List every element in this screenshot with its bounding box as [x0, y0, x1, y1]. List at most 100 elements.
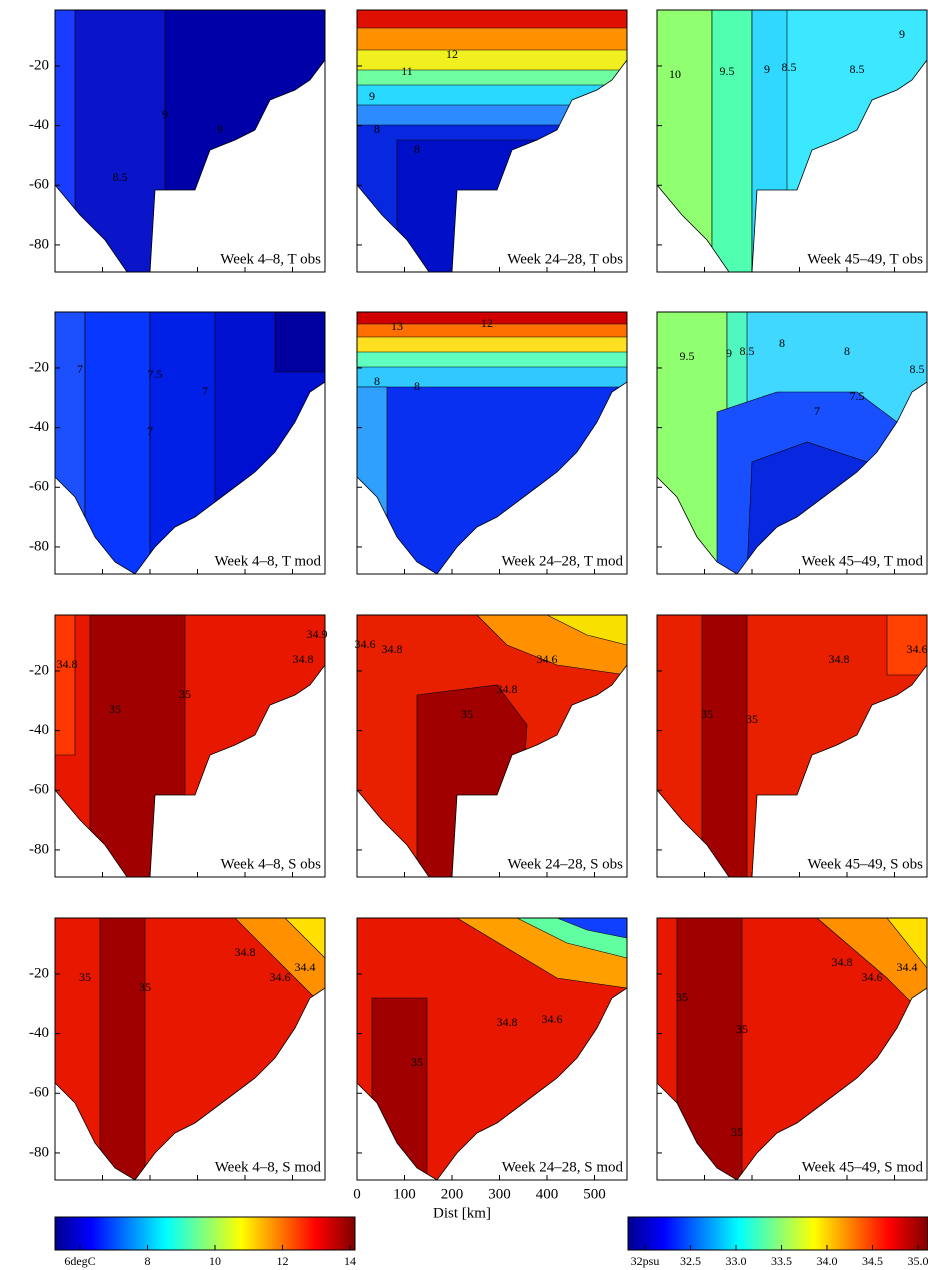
x-tick-label: 0: [353, 1186, 361, 1202]
panel-frame: [656, 9, 928, 273]
field-region: [701, 614, 748, 878]
panel-label: Week 45–49, S mod: [802, 1159, 924, 1175]
panel: 34.8 35 35 34.8 34.9 Week 4–8, S obs -20 -40 -60…: [29, 614, 328, 878]
contour-label: 8.5: [910, 362, 925, 376]
contour-label: 35: [701, 707, 713, 721]
contour-label: 34.8: [382, 642, 403, 656]
y-tick-label: -60: [29, 177, 49, 193]
y-tick-label: -60: [29, 1085, 49, 1101]
y-tick-label: -40: [29, 722, 49, 738]
y-tick-label: -20: [29, 965, 49, 981]
contour-label: 35: [179, 687, 191, 701]
colorbar-tick-label: 8: [145, 1254, 151, 1268]
panel-frame: [656, 614, 928, 878]
y-tick-label: -40: [29, 117, 49, 133]
panel: 35 35 34.8 34.6 34.4 Week 4–8, S mod -20 -40 -60…: [29, 917, 326, 1181]
contour-label: 12: [446, 47, 458, 61]
contour-label: 7: [814, 404, 820, 418]
y-tick-label: -40: [29, 1025, 49, 1041]
panel-frame: [656, 917, 928, 1181]
contour-label: 35: [411, 1055, 423, 1069]
contour-label: 9: [899, 27, 905, 41]
colorbar-tick-label: 34.0: [817, 1254, 838, 1268]
panel-label: Week 24–28, S mod: [502, 1159, 624, 1175]
panel-label: Week 45–49, S obs: [808, 856, 924, 872]
contour-label: 34.4: [295, 960, 316, 974]
contour-label: 8.5: [740, 344, 755, 358]
contour-label: 35: [746, 712, 758, 726]
panel-frame: [54, 614, 326, 878]
field-region: [84, 311, 151, 575]
contour-label: 9: [726, 346, 732, 360]
panel-label: Week 4–8, T mod: [214, 553, 321, 569]
y-tick-label: -60: [29, 479, 49, 495]
contour-label: 34.4: [897, 960, 918, 974]
colorbar-tick-label: 34.5: [862, 1254, 883, 1268]
contour-label: 8.5: [850, 62, 865, 76]
contour-label: 34.6: [862, 970, 883, 984]
x-tick-label: 100: [393, 1186, 416, 1202]
panel-frame: [356, 614, 628, 878]
panel: 12 11 9 8 8 Week 24–28, T obs: [356, 9, 628, 273]
panel-frame: [54, 9, 326, 273]
contour-label: 35: [676, 990, 688, 1004]
contour-label: 34.6: [907, 642, 928, 656]
panel: 7 7 7.5 7 Week 4–8, T mod -20 -40 -60 -80: [29, 311, 326, 575]
contour-label: 9: [764, 62, 770, 76]
contour-label: 34.6: [270, 970, 291, 984]
panel-frame: [54, 311, 326, 575]
colorbar-tick-label: 33.5: [771, 1254, 792, 1268]
contour-label: 35: [461, 707, 473, 721]
contour-label: 8: [779, 336, 785, 350]
colorbar: 6degC 8 10 12 14: [54, 1216, 356, 1268]
y-tick-label: -40: [29, 419, 49, 435]
contour-label: 9: [217, 122, 223, 136]
panel: 9 9 8.5 Week 4–8, T obs -20 -40 -60 -80: [29, 9, 326, 273]
contour-label: 35: [139, 980, 151, 994]
panel: 35 35 34.8 34.6 Week 45–49, S obs: [656, 614, 928, 878]
contour-label: 11: [401, 64, 413, 78]
panel: 9.5 9 8.5 8 8 8.5 7.5 7 Week 45–49, T mod: [656, 311, 928, 575]
panel-label: Week 4–8, S mod: [215, 1159, 322, 1175]
y-tick-label: -60: [29, 782, 49, 798]
panel: 10 9.5 9 8.5 8.5 9 Week 45–49, T obs: [656, 9, 928, 273]
panel-label: Week 45–49, T obs: [807, 251, 923, 267]
colorbar-tick-label: 35.0: [908, 1254, 928, 1268]
colorbar-tick-label: 32psu: [631, 1254, 660, 1268]
panel-frame: [356, 9, 628, 273]
contour-label: 34.8: [57, 657, 78, 671]
panel-label: Week 45–49, T mod: [801, 553, 923, 569]
x-axis-label: Dist [km]: [433, 1205, 491, 1221]
contour-label: 9.5: [680, 349, 695, 363]
y-tick-label: -20: [29, 359, 49, 375]
contour-label: 13: [391, 319, 403, 333]
contour-label: 7: [77, 362, 83, 376]
y-tick-label: -80: [29, 1144, 49, 1160]
contour-label: 34.6: [355, 637, 376, 651]
contour-label: 8: [374, 374, 380, 388]
contour-label: 7: [202, 384, 208, 398]
contour-label: 34.8: [832, 955, 853, 969]
field-region: [356, 9, 628, 29]
panel-label: Week 4–8, S obs: [221, 856, 322, 872]
panel: 13 12 8 8 Week 24–28, T mod: [356, 311, 628, 575]
panel-label: Week 24–28, S obs: [508, 856, 624, 872]
contour-label: 35: [79, 970, 91, 984]
panel-frame: [54, 917, 326, 1181]
contour-label: 10: [669, 67, 681, 81]
contour-label: 8: [414, 379, 420, 393]
contour-label: 12: [481, 316, 493, 330]
contour-label: 35: [736, 1022, 748, 1036]
colorbar-tick-label: 6degC: [64, 1254, 95, 1268]
field-region: [54, 614, 76, 756]
contour-label: 34.8: [293, 652, 314, 666]
contour-label: 8.5: [113, 170, 128, 184]
contour-label: 34.6: [542, 1012, 563, 1026]
x-tick-label: 200: [441, 1186, 464, 1202]
field-region: [99, 917, 146, 1181]
x-tick-label: 300: [488, 1186, 511, 1202]
contour-label: 35: [109, 702, 121, 716]
panel-frame: [356, 917, 628, 1181]
colorbar-gradient: [627, 1216, 928, 1251]
